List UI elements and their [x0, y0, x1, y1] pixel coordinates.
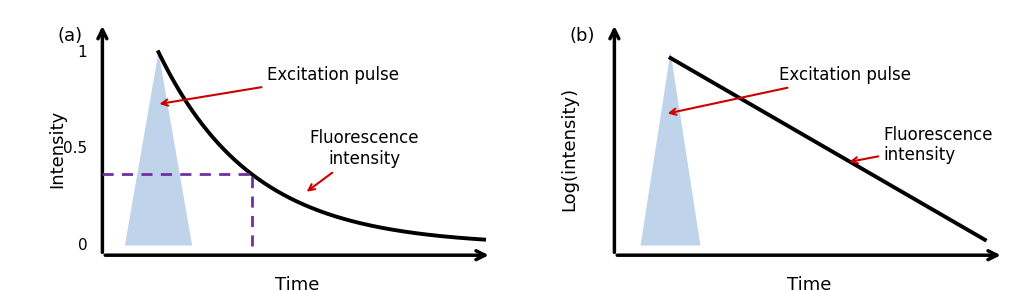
- Text: Fluorescence
intensity: Fluorescence intensity: [308, 129, 419, 190]
- Polygon shape: [125, 52, 193, 246]
- Text: 1: 1: [78, 45, 87, 60]
- Text: Excitation pulse: Excitation pulse: [670, 66, 911, 115]
- Text: Time: Time: [786, 276, 831, 290]
- Text: 0: 0: [78, 238, 87, 253]
- Polygon shape: [641, 52, 700, 246]
- Text: Excitation pulse: Excitation pulse: [162, 66, 399, 106]
- Text: (b): (b): [569, 27, 595, 45]
- Text: Intensity: Intensity: [48, 110, 67, 188]
- Text: Fluorescence
intensity: Fluorescence intensity: [851, 126, 993, 164]
- Text: (a): (a): [57, 27, 83, 45]
- Text: Log(intensity): Log(intensity): [560, 87, 579, 211]
- Text: Time: Time: [274, 276, 319, 290]
- Text: 0.5: 0.5: [63, 141, 87, 156]
